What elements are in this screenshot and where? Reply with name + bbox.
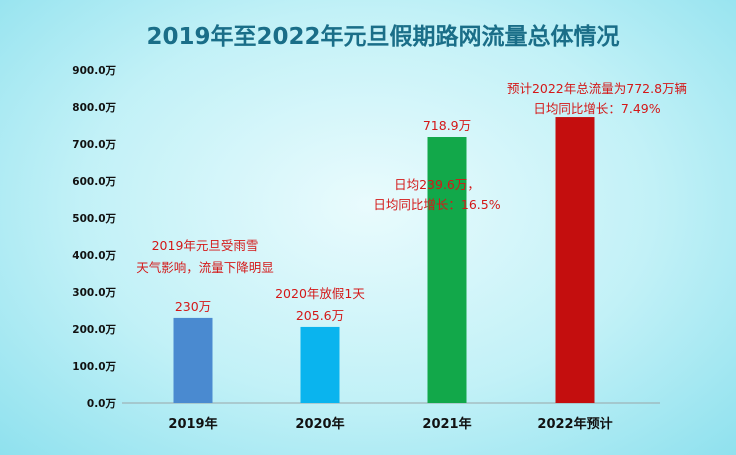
annotation-text: 日均239.6万， <box>394 177 480 192</box>
annotation-text: 日均同比增长：7.49% <box>533 101 660 116</box>
data-label: 230万 <box>175 299 211 314</box>
y-tick-label: 600.0万 <box>72 176 116 188</box>
y-tick-label: 800.0万 <box>72 102 116 114</box>
annotation-text: 日均同比增长：16.5% <box>373 197 500 212</box>
bar <box>173 317 213 403</box>
y-tick-label: 500.0万 <box>72 213 116 225</box>
x-axis: 2019年 2020年 2021年 2022年预计 <box>168 416 612 432</box>
data-label: 205.6万 <box>296 308 344 323</box>
data-labels-group: 230万 205.6万 718.9万 <box>175 118 471 323</box>
bar <box>427 137 467 403</box>
x-tick-label: 2022年预计 <box>537 416 612 432</box>
x-tick-label: 2021年 <box>422 416 471 432</box>
y-tick-label: 0.0万 <box>87 398 117 410</box>
data-label: 718.9万 <box>423 118 471 133</box>
chart-title: 2019年至2022年元旦假期路网流量总体情况 <box>146 23 619 50</box>
y-tick-label: 100.0万 <box>72 361 116 373</box>
y-tick-label: 900.0万 <box>72 65 116 77</box>
bars-group <box>173 117 595 404</box>
x-tick-label: 2020年 <box>295 416 344 432</box>
annotation-text: 2019年元旦受雨雪 <box>152 238 259 253</box>
bar <box>300 326 340 403</box>
y-tick-label: 700.0万 <box>72 139 116 151</box>
y-axis: 0.0万 100.0万 200.0万 300.0万 400.0万 500.0万 600.0万… <box>72 65 116 410</box>
y-tick-label: 400.0万 <box>72 250 116 262</box>
annotation-text: 预计2022年总流量为772.8万辆 <box>507 81 687 96</box>
bar <box>555 117 595 404</box>
y-tick-label: 200.0万 <box>72 324 116 336</box>
x-tick-label: 2019年 <box>168 416 217 432</box>
annotation-text: 2020年放假1天 <box>275 286 365 301</box>
annotation-text: 天气影响，流量下降明显 <box>136 260 274 275</box>
y-tick-label: 300.0万 <box>72 287 116 299</box>
